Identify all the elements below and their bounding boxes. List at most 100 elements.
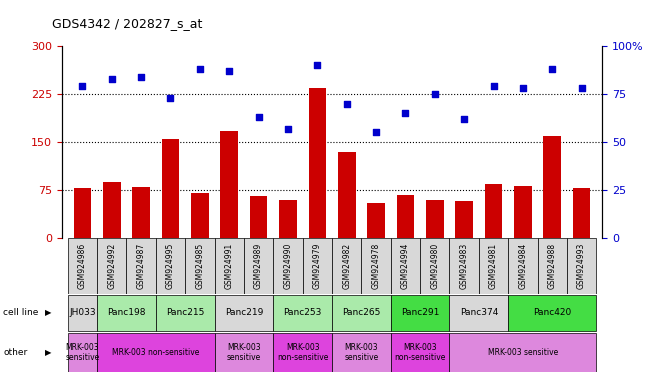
Bar [508,295,596,331]
Text: GSM924992: GSM924992 [107,243,117,289]
Point [518,85,528,91]
Text: GSM924990: GSM924990 [283,243,292,289]
Bar [161,139,179,238]
Text: GSM924982: GSM924982 [342,243,351,289]
Bar [185,238,215,294]
Point [547,66,557,72]
Text: GSM924985: GSM924985 [195,243,204,289]
Bar [303,238,332,294]
Bar [361,238,391,294]
Bar [479,238,508,294]
Point [195,66,205,72]
Bar [126,238,156,294]
Bar [221,131,238,238]
Bar [332,295,391,331]
Bar [573,188,590,238]
Text: GSM924988: GSM924988 [547,243,557,289]
Bar [97,333,215,372]
Text: JH033: JH033 [69,308,96,318]
Bar [391,333,449,372]
Bar [97,295,156,331]
Text: GSM924984: GSM924984 [518,243,527,289]
Text: other: other [3,348,27,357]
Bar [538,238,567,294]
Bar [485,184,503,238]
Bar [68,295,97,331]
Bar [420,238,449,294]
Text: MRK-003
non-sensitive: MRK-003 non-sensitive [395,343,446,362]
Bar [332,238,361,294]
Text: GSM924994: GSM924994 [401,243,410,289]
Bar [215,333,273,372]
Bar [273,333,332,372]
Text: GSM924993: GSM924993 [577,243,586,289]
Text: GSM924979: GSM924979 [313,243,322,289]
Text: GSM924980: GSM924980 [430,243,439,289]
Bar [244,238,273,294]
Bar [514,185,532,238]
Text: Panc420: Panc420 [533,308,572,318]
Bar [156,295,215,331]
Text: GSM924983: GSM924983 [460,243,469,289]
Bar [74,188,91,238]
Point [107,76,117,82]
Text: ▶: ▶ [45,308,51,318]
Point [77,83,88,89]
Bar [191,193,209,238]
Bar [273,238,303,294]
Point [371,129,381,136]
Bar [97,238,126,294]
Bar [332,333,391,372]
Bar [68,238,97,294]
Bar [103,182,120,238]
Bar [273,295,332,331]
Text: GSM924991: GSM924991 [225,243,234,289]
Text: Panc198: Panc198 [107,308,146,318]
Bar [449,238,479,294]
Bar [132,187,150,238]
Point [576,85,587,91]
Point [342,101,352,107]
Text: MRK-003
sensitive: MRK-003 sensitive [65,343,100,362]
Text: GSM924995: GSM924995 [166,243,175,289]
Text: GSM924987: GSM924987 [137,243,146,289]
Text: GSM924986: GSM924986 [78,243,87,289]
Point [430,91,440,97]
Text: GSM924981: GSM924981 [489,243,498,289]
Text: MRK-003
sensitive: MRK-003 sensitive [344,343,378,362]
Text: Panc215: Panc215 [166,308,204,318]
Text: Panc291: Panc291 [401,308,439,318]
Bar [508,238,538,294]
Text: GDS4342 / 202827_s_at: GDS4342 / 202827_s_at [52,17,202,30]
Bar [309,88,326,238]
Text: MRK-003 sensitive: MRK-003 sensitive [488,348,558,357]
Point [488,83,499,89]
Text: MRK-003
non-sensitive: MRK-003 non-sensitive [277,343,328,362]
Text: MRK-003
sensitive: MRK-003 sensitive [227,343,261,362]
Point [312,62,322,68]
Bar [455,201,473,238]
Bar [338,152,355,238]
Text: MRK-003 non-sensitive: MRK-003 non-sensitive [112,348,199,357]
Point [283,126,293,132]
Bar [68,333,97,372]
Point [459,116,469,122]
Bar [391,295,449,331]
Text: cell line: cell line [3,308,38,318]
Text: GSM924989: GSM924989 [254,243,263,289]
Bar [396,195,414,238]
Point [136,74,146,80]
Bar [426,200,443,238]
Text: Panc265: Panc265 [342,308,381,318]
Text: Panc219: Panc219 [225,308,263,318]
Bar [449,333,596,372]
Point [165,95,176,101]
Bar [215,295,273,331]
Point [253,114,264,120]
Bar [215,238,244,294]
Text: Panc253: Panc253 [283,308,322,318]
Bar [367,203,385,238]
Text: ▶: ▶ [45,348,51,357]
Bar [250,197,268,238]
Text: Panc374: Panc374 [460,308,498,318]
